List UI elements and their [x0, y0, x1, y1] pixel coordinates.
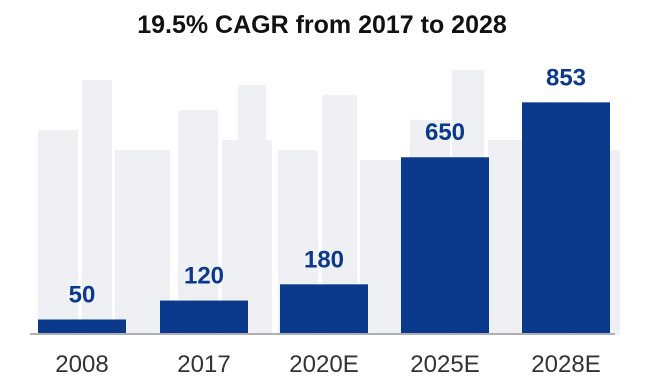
chart-title: 19.5% CAGR from 2017 to 2028: [137, 11, 507, 39]
value-label-2020e: 180: [304, 246, 344, 273]
x-tick-2017: 2017: [177, 351, 230, 378]
x-tick-2020e: 2020E: [289, 351, 358, 378]
bars-group: [38, 102, 610, 333]
value-label-2028e: 853: [546, 64, 586, 91]
x-tick-2008: 2008: [55, 351, 108, 378]
value-label-2025e: 650: [425, 119, 465, 146]
x-tick-2028e: 2028E: [531, 351, 600, 378]
x-tick-labels-group: 2008 2017 2020E 2025E 2028E: [55, 351, 600, 378]
skyline-building: [178, 110, 218, 335]
bar-2017: [160, 300, 248, 333]
skyline-building: [82, 80, 112, 335]
bar-2025e: [401, 157, 489, 333]
skyline-building: [238, 85, 266, 335]
skyline-building: [38, 130, 78, 335]
value-label-2017: 120: [184, 263, 224, 290]
bar-2028e: [522, 102, 610, 333]
bar-2020e: [280, 284, 368, 333]
value-label-2008: 50: [69, 281, 96, 308]
x-tick-2025e: 2025E: [410, 351, 479, 378]
bar-2008: [38, 319, 126, 333]
value-labels-group: 50 120 180 650 853: [69, 64, 586, 308]
